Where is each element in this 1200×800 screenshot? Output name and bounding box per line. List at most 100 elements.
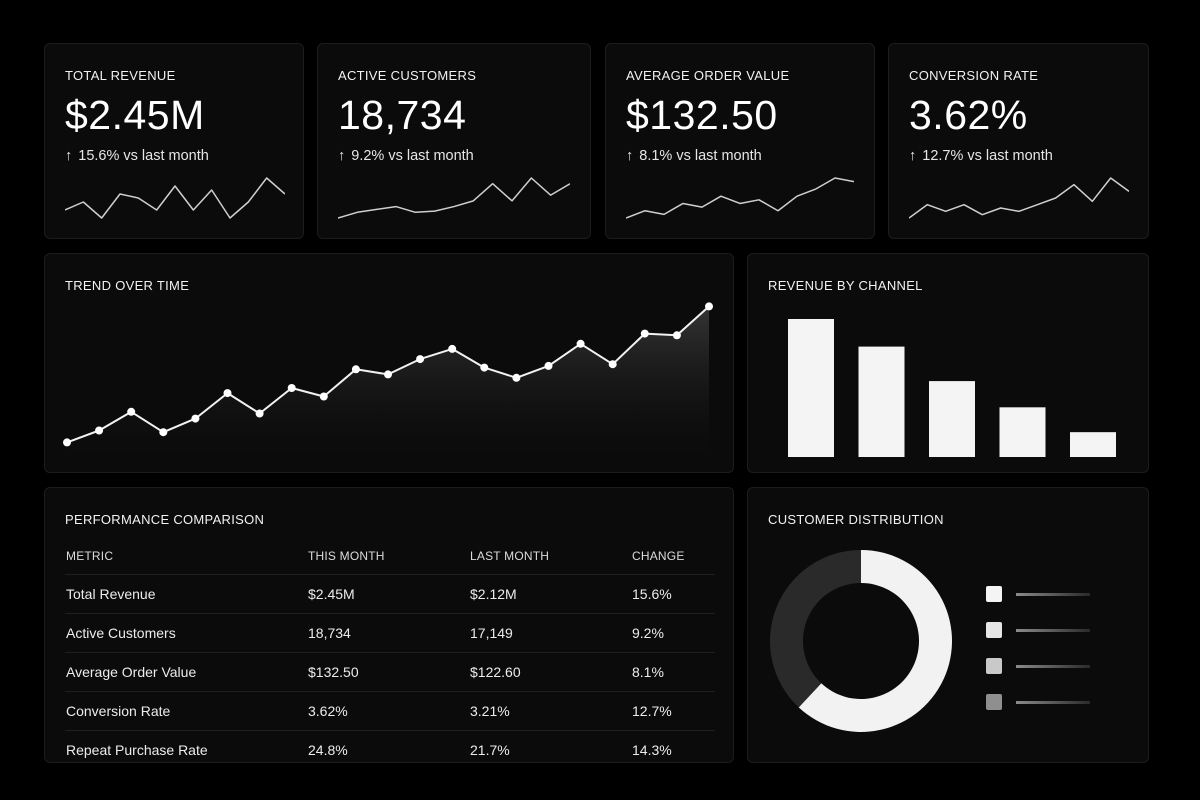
legend-item xyxy=(986,612,1090,648)
table-cell: Conversion Rate xyxy=(65,691,307,731)
channel-bar xyxy=(788,319,834,457)
table-cell: $122.60 xyxy=(469,652,631,692)
table-header-row: METRIC THIS MONTH LAST MONTH CHANGE xyxy=(65,538,715,575)
trend-chart xyxy=(63,302,713,456)
arrow-up-icon: ↑ xyxy=(338,148,346,164)
sparkline-path xyxy=(338,177,570,219)
sparkline-path xyxy=(909,177,1129,219)
trend-point xyxy=(480,363,489,372)
column-header: LAST MONTH xyxy=(470,549,550,563)
table-cell: 12.7% xyxy=(631,691,715,731)
kpi-value: $132.50 xyxy=(626,92,778,138)
trend-point xyxy=(255,409,264,418)
table-cell: $2.12M xyxy=(469,574,631,614)
table-row: Average Order Value $132.50 $122.60 8.1% xyxy=(65,652,715,692)
kpi-change: ↑ 12.7% vs last month xyxy=(909,148,1053,164)
legend-swatch xyxy=(986,622,1002,638)
kpi-change: ↑ 9.2% vs last month xyxy=(338,148,474,164)
distribution-legend xyxy=(986,576,1090,720)
sparkline-path xyxy=(626,177,854,219)
table-cell: $132.50 xyxy=(307,652,469,692)
trend-point xyxy=(159,428,168,437)
legend-placeholder-bar xyxy=(1016,628,1090,632)
table-cell: 8.1% xyxy=(631,652,715,692)
table-cell: 15.6% xyxy=(631,574,715,614)
trend-point xyxy=(191,414,200,423)
kpi-change: ↑ 15.6% vs last month xyxy=(65,148,209,164)
table-cell: 24.8% xyxy=(307,730,469,769)
trend-point xyxy=(319,392,328,401)
sparkline xyxy=(65,177,285,219)
kpi-change-text: 15.6% vs last month xyxy=(78,148,209,164)
performance-title: PERFORMANCE COMPARISON xyxy=(65,512,265,527)
trend-point xyxy=(287,384,296,392)
trend-point xyxy=(63,438,71,447)
table-cell: 3.21% xyxy=(469,691,631,731)
table-row: Conversion Rate 3.62% 3.21% 12.7% xyxy=(65,691,715,731)
donut-slice xyxy=(770,550,861,708)
channel-bar xyxy=(858,346,905,457)
trend-point xyxy=(640,329,649,338)
table-cell: 3.62% xyxy=(307,691,469,731)
sparkline xyxy=(626,177,854,219)
performance-panel: PERFORMANCE COMPARISON METRIC THIS MONTH… xyxy=(44,487,734,769)
kpi-change-text: 9.2% vs last month xyxy=(351,148,474,164)
column-header: METRIC xyxy=(66,549,114,563)
performance-table: METRIC THIS MONTH LAST MONTH CHANGE Tota… xyxy=(65,538,715,769)
legend-item xyxy=(986,684,1090,720)
trend-point xyxy=(384,370,392,379)
column-header: CHANGE xyxy=(632,549,685,563)
channel-bar xyxy=(1070,432,1116,457)
distribution-title: CUSTOMER DISTRIBUTION xyxy=(768,512,944,527)
kpi-card-conversion: CONVERSION RATE 3.62% ↑ 12.7% vs last mon… xyxy=(888,43,1149,239)
table-row: Repeat Purchase Rate 24.8% 21.7% 14.3% xyxy=(65,730,715,769)
distribution-donut-chart xyxy=(770,550,952,732)
table-cell: Average Order Value xyxy=(65,652,307,692)
table-row: Active Customers 18,734 17,149 9.2% xyxy=(65,613,715,653)
sparkline xyxy=(909,177,1129,219)
kpi-value: $2.45M xyxy=(65,92,205,138)
arrow-up-icon: ↑ xyxy=(626,148,634,164)
table-row: Total Revenue $2.45M $2.12M 15.6% xyxy=(65,574,715,614)
table-cell: Total Revenue xyxy=(65,574,307,614)
legend-swatch xyxy=(986,586,1002,602)
kpi-value: 18,734 xyxy=(338,92,467,138)
trend-point xyxy=(544,361,553,370)
trend-area xyxy=(67,306,709,456)
legend-placeholder-bar xyxy=(1016,664,1090,668)
table-cell: 14.3% xyxy=(631,730,715,769)
arrow-up-icon: ↑ xyxy=(65,148,73,164)
kpi-change-text: 12.7% vs last month xyxy=(922,148,1053,164)
trend-point xyxy=(416,355,425,364)
donut-slice xyxy=(798,550,952,732)
legend-swatch xyxy=(986,658,1002,674)
table-cell: 17,149 xyxy=(469,613,631,653)
trend-title: TREND OVER TIME xyxy=(65,278,190,293)
legend-item xyxy=(986,648,1090,684)
legend-item xyxy=(986,576,1090,612)
kpi-value: 3.62% xyxy=(909,92,1028,138)
kpi-title: ACTIVE CUSTOMERS xyxy=(338,68,477,83)
sparkline xyxy=(338,177,570,219)
trend-point xyxy=(127,407,136,416)
trend-point xyxy=(608,360,617,369)
table-cell: Active Customers xyxy=(65,613,307,653)
trend-panel: TREND OVER TIME xyxy=(44,253,734,473)
trend-point xyxy=(95,426,104,435)
arrow-up-icon: ↑ xyxy=(909,148,917,164)
trend-point xyxy=(448,344,457,353)
trend-point xyxy=(351,365,360,374)
trend-point xyxy=(512,373,521,382)
kpi-card-revenue: TOTAL REVENUE $2.45M ↑ 15.6% vs last mont… xyxy=(44,43,304,239)
kpi-title: AVERAGE ORDER VALUE xyxy=(626,68,790,83)
kpi-change-text: 8.1% vs last month xyxy=(639,148,762,164)
kpi-card-customers: ACTIVE CUSTOMERS 18,734 ↑ 9.2% vs last mo… xyxy=(317,43,591,239)
channel-panel: REVENUE BY CHANNEL xyxy=(747,253,1149,473)
table-cell: 21.7% xyxy=(469,730,631,769)
legend-placeholder-bar xyxy=(1016,592,1090,596)
kpi-card-aov: AVERAGE ORDER VALUE $132.50 ↑ 8.1% vs las… xyxy=(605,43,875,239)
trend-point xyxy=(672,331,681,340)
channel-bar xyxy=(999,407,1046,457)
table-cell: 18,734 xyxy=(307,613,469,653)
sparkline-path xyxy=(65,177,285,219)
